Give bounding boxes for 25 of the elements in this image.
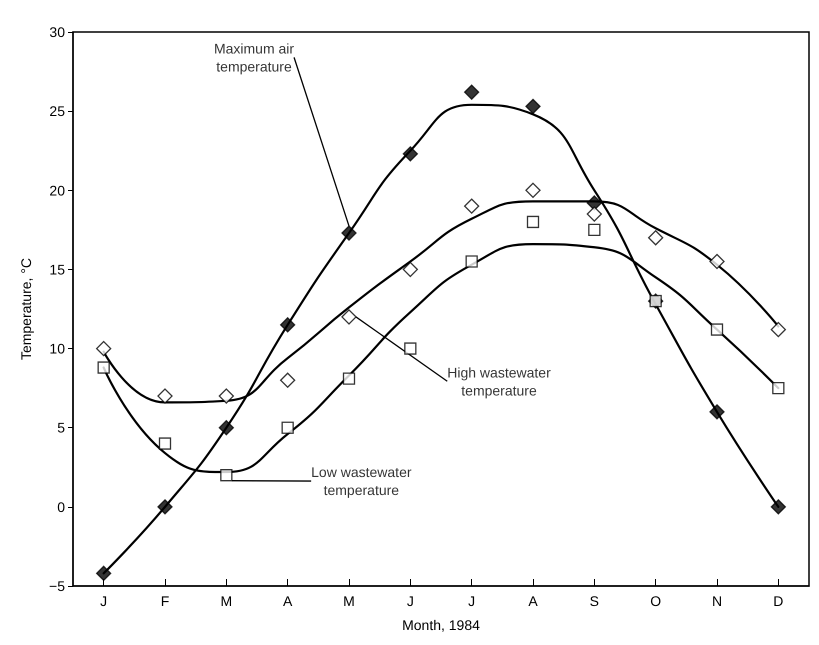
- y-tick-label: 25: [49, 103, 66, 120]
- y-tick-label: 10: [49, 340, 66, 357]
- y-tick-label: 5: [57, 420, 66, 436]
- x-tick-label: J: [100, 593, 108, 609]
- x-tick-label: D: [773, 593, 784, 609]
- text: Maximum air temperature: [214, 40, 294, 74]
- x-tick-label: A: [528, 593, 538, 609]
- text: Low wastewater temperature: [311, 464, 412, 498]
- y-tick-label: 15: [49, 261, 66, 278]
- y-tick-label: −5: [49, 578, 66, 594]
- y-axis-title: Temperature, °C: [18, 258, 34, 360]
- x-tick-label: N: [712, 593, 722, 609]
- x-tick-label: M: [343, 593, 355, 609]
- text: High wastewater temperature: [447, 364, 552, 398]
- x-axis-title: Month, 1984: [402, 617, 480, 633]
- y-tick-label: 0: [57, 498, 66, 515]
- x-tick-label: O: [650, 593, 662, 609]
- x-tick-label: J: [406, 593, 414, 609]
- x-tick-label: J: [468, 593, 476, 609]
- x-tick-label: M: [220, 593, 232, 609]
- x-tick-label: A: [282, 593, 293, 609]
- y-tick-label: 20: [49, 182, 66, 198]
- y-tick-label: 30: [49, 24, 66, 40]
- x-tick-label: S: [590, 593, 600, 609]
- x-tick-label: F: [160, 593, 170, 609]
